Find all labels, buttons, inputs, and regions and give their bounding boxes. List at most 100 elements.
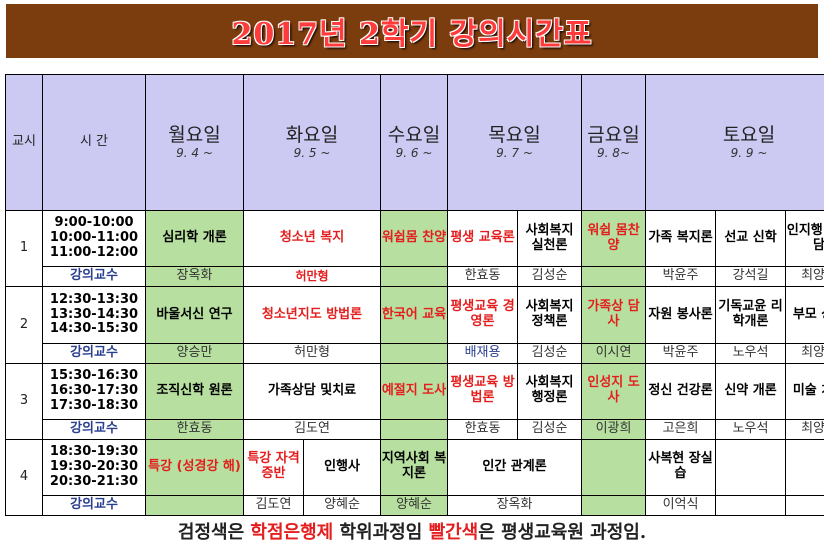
professor-cell: 이시연 (581, 342, 647, 364)
professor-cell: 고은희 (645, 418, 717, 440)
period-3: 3 (5, 362, 43, 440)
professor-cell (785, 494, 824, 517)
period-2: 2 (5, 286, 43, 364)
time-slots: 9:00-10:00 10:00-11:00 11:00-12:00 (42, 210, 146, 268)
day-name: 목요일 (488, 123, 541, 146)
course-cell: 정신 건강론 (645, 362, 717, 420)
day-name: 수요일 (387, 123, 441, 146)
professor-cell: 노우석 (715, 342, 787, 364)
professor-cell: 김도연 (242, 418, 382, 440)
course-cell: 인성지 도사 (581, 362, 647, 420)
course-cell: 선교 신학 (715, 210, 787, 268)
professor-cell: 양혜순 (380, 494, 449, 517)
course-cell: 인지행 동상담 (785, 210, 824, 268)
professor-cell: 김성순 (517, 418, 583, 440)
professor-cell: 장옥화 (447, 494, 583, 517)
course-cell: 특강 (성경강 해) (145, 438, 244, 496)
professor-cell: 김성순 (517, 266, 583, 288)
professor-cell: 김성순 (517, 342, 583, 364)
header-day-sat: 토요일 9. 9 ~ (645, 73, 824, 212)
course-cell: 워쉽 몸찬양 (581, 210, 647, 268)
course-cell: 평생교육 방법론 (447, 362, 519, 420)
course-cell: 사회복지 실천론 (517, 210, 583, 268)
course-cell: 한국어 교육 (380, 286, 449, 344)
header-day-thu: 목요일 9. 7 ~ (447, 73, 583, 212)
professor-cell: 최양진 (785, 418, 824, 440)
header-day-tue: 화요일 9. 5 ~ (242, 73, 382, 212)
professor-cell: 한효동 (447, 418, 519, 440)
day-date: 9. 8~ (597, 145, 630, 160)
day-date: 9. 7 ~ (496, 145, 533, 160)
professor-cell: 배재용 (447, 342, 519, 364)
header-day-fri: 금요일 9. 8~ (581, 73, 647, 212)
time-slots: 12:30-13:30 13:30-14:30 14:30-15:30 (42, 286, 146, 344)
professor-cell: 양혜순 (302, 494, 382, 517)
professor-cell (380, 266, 449, 288)
course-cell: 예절지 도사 (380, 362, 449, 420)
course-cell: 청소년 복지 (242, 210, 382, 268)
course-cell: 심리학 개론 (145, 210, 244, 268)
professor-cell: 김도연 (243, 494, 304, 517)
course-cell: 평생 교육론 (447, 210, 519, 268)
day-name: 토요일 (722, 123, 776, 146)
header-period: 교시 (5, 73, 43, 212)
professor-label: 강의교수 (42, 418, 146, 440)
day-date: 9. 6 ~ (395, 145, 433, 160)
course-cell (715, 438, 787, 496)
course-cell (581, 438, 647, 496)
professor-cell: 장옥화 (145, 266, 244, 288)
course-cell: 부모 상담 (785, 286, 824, 344)
professor-cell (581, 266, 647, 288)
header-day-wed: 수요일 9. 6 ~ (380, 73, 449, 212)
professor-label: 강의교수 (42, 266, 146, 288)
course-cell: 워쉽몸 찬양 (380, 210, 449, 268)
day-date: 9. 5 ~ (293, 145, 331, 160)
course-cell: 미술 치료 (785, 362, 824, 420)
footer-highlight: 학점은행제 (250, 522, 334, 543)
footer-highlight: 빨간색 (428, 522, 479, 543)
course-cell: 가족상 담사 (581, 286, 647, 344)
course-cell: 가족상담 및치료 (242, 362, 382, 420)
professor-cell: 노우석 (715, 418, 787, 440)
professor-cell (380, 342, 449, 364)
professor-cell (380, 418, 449, 440)
footer-text: 학위과정임 (333, 522, 429, 543)
day-date: 9. 9 ~ (730, 145, 768, 160)
course-cell: 바울서신 연구 (145, 286, 244, 344)
professor-cell: 이억식 (645, 494, 717, 517)
course-cell: 인간 관계론 (447, 438, 583, 496)
timetable: 교시 시 간 월요일 9. 4 ~ 화요일 9. 5 ~ 수요일 9. 6 ~ 목요일… (5, 73, 824, 517)
professor-label: 강의교수 (42, 494, 146, 517)
footer-text: 은 평생교육원 과정임. (478, 522, 647, 543)
course-cell: 사회복지 행정론 (517, 362, 583, 420)
professor-cell: 한효동 (145, 418, 244, 440)
course-cell: 특강 자격증반 (243, 438, 304, 496)
time-slots: 15:30-16:30 16:30-17:30 17:30-18:30 (42, 362, 146, 420)
day-name: 금요일 (587, 123, 640, 146)
day-name: 화요일 (285, 123, 339, 146)
course-cell: 인행사 (302, 438, 382, 496)
course-cell: 청소년지도 방법론 (242, 286, 382, 344)
professor-cell: 허만형 (242, 342, 382, 364)
professor-cell (581, 494, 647, 517)
professor-cell (715, 494, 787, 517)
professor-cell: 이광희 (581, 418, 647, 440)
day-name: 월요일 (168, 123, 221, 146)
course-cell: 기독교윤 리학개론 (715, 286, 787, 344)
day-date: 9. 4 ~ (176, 145, 213, 160)
time-slots: 18:30-19:30 19:30-20:30 20:30-21:30 (42, 438, 146, 496)
professor-cell: 박윤주 (645, 342, 717, 364)
professor-cell: 최양진 (785, 266, 824, 288)
professor-cell: 한효동 (447, 266, 519, 288)
footer-text: 검정색은 (177, 522, 251, 543)
header-day-mon: 월요일 9. 4 ~ (145, 73, 244, 212)
footer-legend: 검정색은 학점은행제 학위과정임 빨간색은 평생교육원 과정임. (0, 518, 824, 548)
professor-cell: 허만형 (242, 266, 382, 288)
course-cell: 지역사회 복지론 (380, 438, 449, 496)
title-banner: 2017년 2학기 강의시간표 (6, 4, 818, 58)
course-cell: 자원 봉사론 (645, 286, 717, 344)
professor-cell: 박윤주 (645, 266, 717, 288)
professor-cell: 양승만 (145, 342, 244, 364)
course-cell: 사복현 장실습 (645, 438, 717, 496)
header-time: 시 간 (42, 73, 146, 212)
